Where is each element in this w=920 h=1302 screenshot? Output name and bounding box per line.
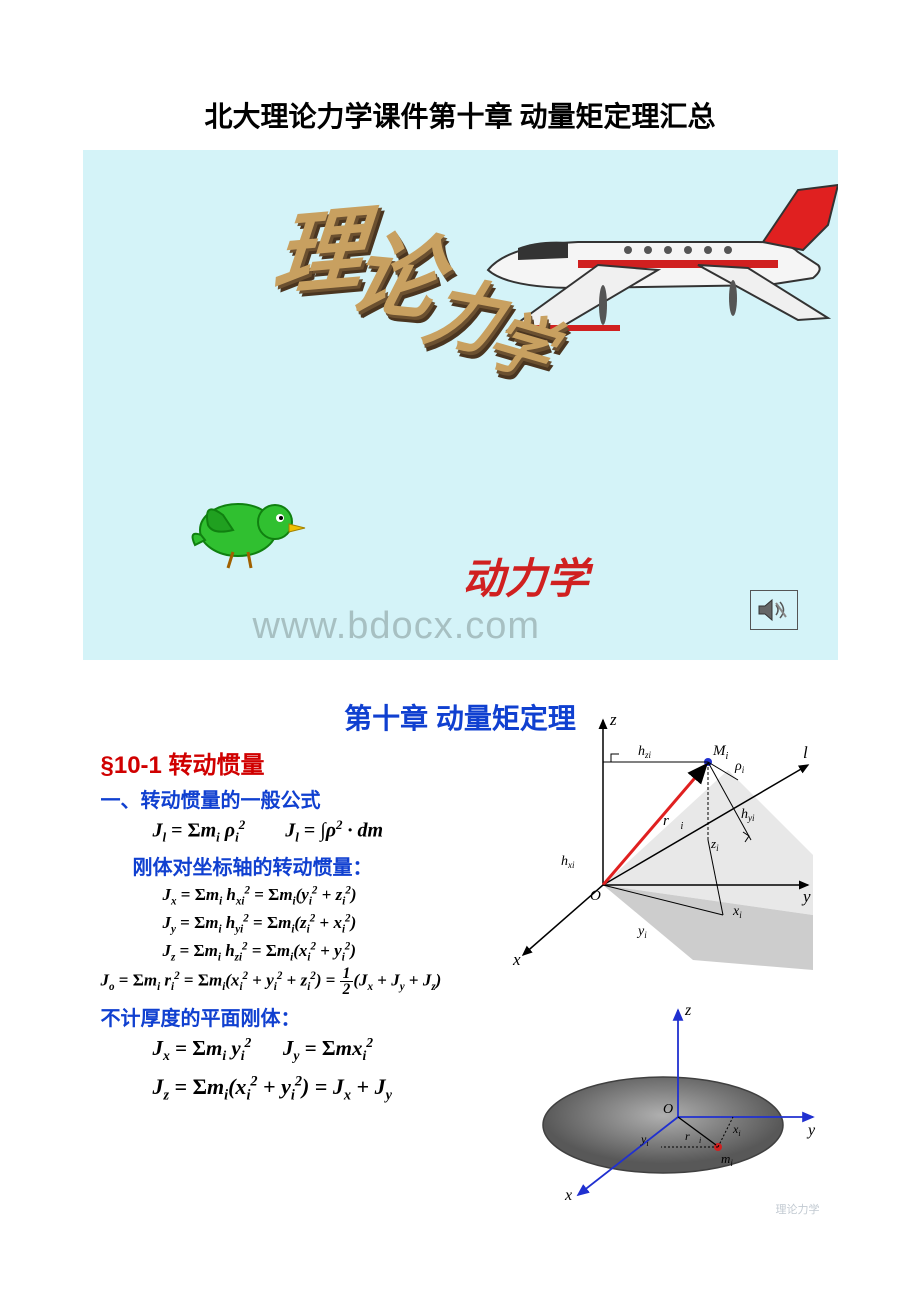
svg-text:z: z [609,710,617,729]
slide-cover: 理论力学 动力学 www.bdocx.com [83,150,838,660]
svg-text:O: O [663,1102,673,1117]
svg-text:r⃗i: r⃗i [685,1129,701,1145]
bird-illustration [183,480,313,570]
svg-text:y: y [801,887,811,906]
diagram-planar-disc: z y x O mi r⃗i xi yi [523,995,823,1205]
page-title: 北大理论力学课件第十章 动量矩定理汇总 [0,0,920,150]
svg-text:x: x [512,950,521,969]
svg-text:yi: yi [636,924,647,940]
diagram-3d-axes: z y x l Mi r⃗i ρi hzi hxi hyi zi xi yi O [503,710,823,975]
slide-content: 第十章 动量矩定理 §10-1 转动惯量 一、转动惯量的一般公式 Jl = Σm… [83,685,838,1225]
svg-text:hxi: hxi [561,854,575,870]
svg-text:x: x [564,1187,572,1204]
watermark-text: www.bdocx.com [253,605,541,648]
sound-icon[interactable] [750,590,798,630]
slide-subtitle: 动力学 [463,545,589,606]
svg-text:z: z [684,1002,692,1019]
svg-text:l: l [803,743,808,762]
svg-text:Mi: Mi [712,743,729,762]
svg-text:hzi: hzi [638,744,652,760]
svg-text:ρi: ρi [734,759,745,775]
slide-footer: 理论力学 [776,1201,820,1217]
svg-text:y: y [806,1122,816,1139]
svg-text:O: O [590,888,601,904]
